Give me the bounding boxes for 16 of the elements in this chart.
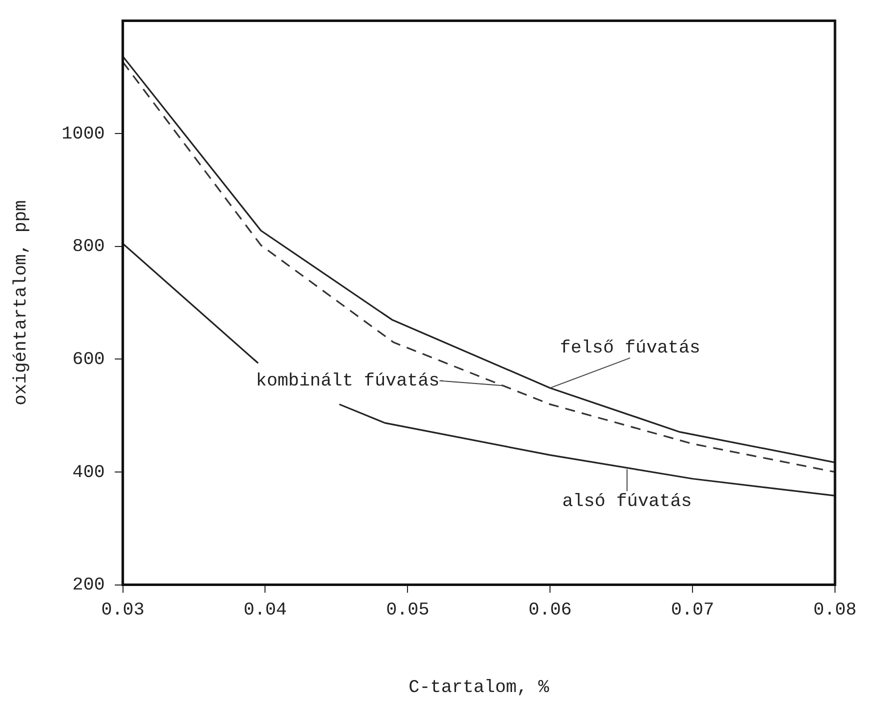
- x-tick-label: 0.03: [101, 600, 144, 620]
- annotation: kombinált fúvatás: [256, 371, 440, 392]
- x-tick-label: 0.06: [528, 600, 572, 620]
- x-tick-label: 0.07: [670, 600, 714, 620]
- y-tick-label: 400: [72, 462, 105, 483]
- y-tick-label: 600: [72, 350, 105, 370]
- y-tick-label: 1000: [62, 124, 105, 144]
- x-tick-label: 0.08: [813, 600, 857, 620]
- x-tick-label: 0.05: [386, 600, 430, 620]
- annotation: felső fúvatás: [560, 338, 700, 359]
- x-tick-label: 0.04: [244, 600, 287, 620]
- y-tick-label: 200: [72, 576, 105, 596]
- y-tick-label: 800: [72, 237, 105, 258]
- y-axis-title: oxigéntartalom, ppm: [12, 200, 32, 406]
- annotation: alsó fúvatás: [562, 492, 692, 512]
- x-axis-title: C-tartalom, %: [408, 678, 550, 698]
